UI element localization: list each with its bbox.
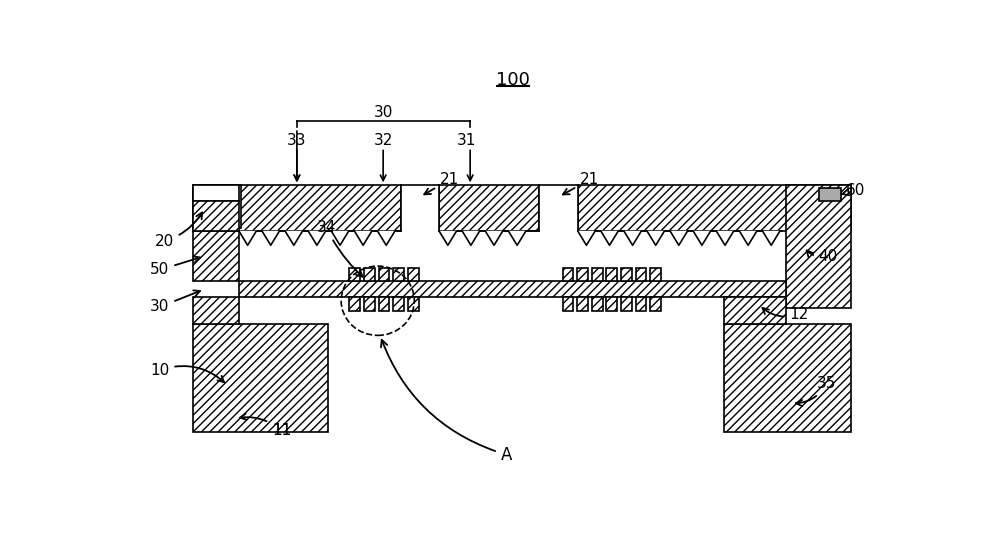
Polygon shape bbox=[693, 232, 710, 245]
Bar bbox=[239, 282, 786, 297]
Text: 20: 20 bbox=[155, 212, 202, 249]
Polygon shape bbox=[509, 232, 526, 245]
Polygon shape bbox=[578, 232, 595, 245]
Bar bbox=[379, 297, 389, 311]
Text: 60: 60 bbox=[842, 183, 865, 198]
Bar bbox=[364, 297, 375, 311]
Text: 40: 40 bbox=[807, 249, 838, 264]
Bar bbox=[724, 324, 851, 432]
Polygon shape bbox=[332, 232, 348, 245]
Polygon shape bbox=[462, 232, 479, 245]
Bar bbox=[563, 297, 573, 311]
Bar bbox=[606, 267, 617, 282]
Bar bbox=[193, 200, 239, 232]
Polygon shape bbox=[285, 232, 302, 245]
Text: 30: 30 bbox=[373, 104, 393, 120]
Bar bbox=[349, 297, 360, 311]
Bar bbox=[193, 185, 241, 228]
Bar bbox=[193, 185, 401, 232]
Text: 32: 32 bbox=[373, 133, 393, 148]
Bar bbox=[636, 267, 646, 282]
Polygon shape bbox=[439, 232, 456, 245]
Polygon shape bbox=[486, 232, 502, 245]
Text: 11: 11 bbox=[272, 423, 291, 438]
Text: 34: 34 bbox=[316, 220, 363, 277]
Bar bbox=[592, 267, 603, 282]
Text: 33: 33 bbox=[287, 133, 307, 148]
Text: 30: 30 bbox=[150, 290, 200, 315]
Text: 21: 21 bbox=[563, 172, 599, 194]
Bar bbox=[539, 185, 578, 232]
Text: 21: 21 bbox=[424, 172, 459, 194]
Bar bbox=[592, 297, 603, 311]
Polygon shape bbox=[670, 232, 687, 245]
Bar bbox=[621, 267, 632, 282]
Polygon shape bbox=[308, 232, 325, 245]
Bar bbox=[650, 267, 661, 282]
Text: 11: 11 bbox=[240, 414, 291, 438]
Polygon shape bbox=[624, 232, 641, 245]
Polygon shape bbox=[740, 232, 757, 245]
Bar bbox=[193, 297, 239, 324]
Text: 12: 12 bbox=[762, 307, 809, 322]
Bar bbox=[193, 185, 241, 228]
Polygon shape bbox=[355, 232, 372, 245]
Polygon shape bbox=[262, 232, 279, 245]
Polygon shape bbox=[601, 232, 618, 245]
Text: A: A bbox=[381, 340, 512, 464]
Bar bbox=[401, 185, 439, 232]
Bar bbox=[379, 267, 389, 282]
Bar bbox=[193, 232, 239, 282]
Bar bbox=[636, 297, 646, 311]
Bar bbox=[193, 185, 239, 200]
Bar bbox=[193, 324, 328, 432]
Bar bbox=[577, 297, 588, 311]
Bar bbox=[578, 185, 851, 232]
Bar bbox=[393, 267, 404, 282]
Bar bbox=[606, 297, 617, 311]
Bar bbox=[408, 267, 419, 282]
Text: 100: 100 bbox=[496, 71, 529, 89]
Bar bbox=[577, 267, 588, 282]
Text: 35: 35 bbox=[796, 377, 836, 406]
Polygon shape bbox=[647, 232, 664, 245]
Bar bbox=[408, 297, 419, 311]
Bar bbox=[724, 297, 786, 324]
Text: 10: 10 bbox=[150, 362, 224, 382]
Bar bbox=[650, 297, 661, 311]
Bar bbox=[819, 188, 841, 200]
Polygon shape bbox=[378, 232, 395, 245]
Bar bbox=[621, 297, 632, 311]
Bar bbox=[364, 267, 375, 282]
Text: 50: 50 bbox=[150, 256, 200, 277]
Bar bbox=[393, 297, 404, 311]
Polygon shape bbox=[763, 232, 780, 245]
Bar bbox=[563, 267, 573, 282]
Bar bbox=[786, 185, 851, 309]
Text: 31: 31 bbox=[457, 133, 476, 148]
Bar bbox=[439, 185, 539, 232]
Bar bbox=[349, 267, 360, 282]
Polygon shape bbox=[239, 232, 256, 245]
Polygon shape bbox=[717, 232, 733, 245]
